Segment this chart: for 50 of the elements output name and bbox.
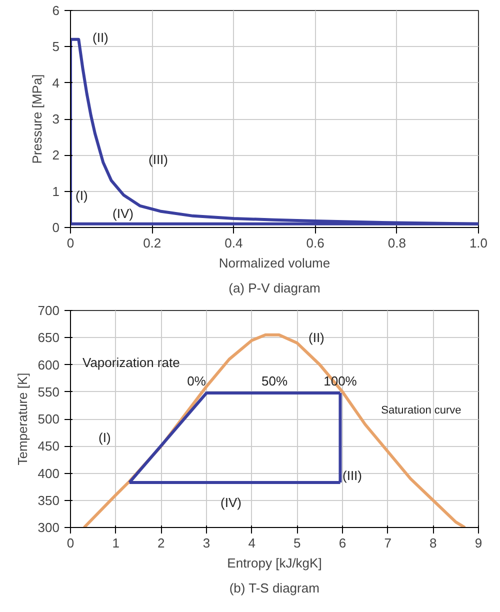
x-tick-label: 0 (66, 236, 74, 250)
annotation: (III) (342, 468, 362, 483)
y-axis-title: Temperature [K] (14, 372, 30, 466)
x-tick-label: 2 (158, 536, 165, 550)
x-tick-label: 0.2 (143, 236, 162, 250)
y-tick-label: 600 (38, 357, 60, 372)
annotation: 50% (261, 373, 288, 388)
x-tick-label: 5 (294, 536, 301, 550)
annotation: (I) (98, 430, 111, 445)
x-tick-label: 7 (384, 536, 392, 550)
x-tick-label: 8 (430, 536, 437, 550)
x-tick-label: 3 (202, 536, 210, 550)
y-tick-label: 6 (52, 3, 60, 18)
y-tick-label: 350 (38, 492, 60, 508)
x-tick-label: 9 (474, 536, 482, 550)
y-tick-label: 5 (52, 39, 60, 54)
x-tick-label: 0.4 (224, 236, 243, 250)
y-tick-label: 300 (38, 520, 60, 535)
x-tick-label: 0 (66, 536, 74, 550)
x-tick-label: 1.0 (469, 236, 488, 250)
annotation: (IV) (112, 206, 134, 221)
annotation: (III) (148, 152, 168, 167)
x-tick-label: 1 (112, 536, 120, 550)
annotation: (I) (76, 188, 88, 203)
annotation: (IV) (220, 495, 242, 510)
annotation: (II) (92, 30, 108, 45)
annotation: 0% (187, 373, 206, 388)
y-axis-title: Pressure [MPa] (29, 74, 44, 164)
y-tick-label: 4 (52, 75, 60, 90)
x-tick-label: 6 (338, 536, 346, 550)
y-tick-label: 0 (52, 220, 60, 235)
y-tick-label: 500 (38, 412, 60, 426)
x-axis-title: Entropy [kJ/kgK] (227, 556, 322, 570)
annotation: (II) (308, 330, 324, 345)
y-tick-label: 400 (38, 466, 60, 481)
text: (a) P-V diagram (228, 280, 320, 296)
y-tick-label: 2 (52, 148, 60, 163)
y-tick-label: 1 (52, 184, 60, 199)
x-tick-label: 4 (248, 536, 256, 550)
y-tick-label: 700 (38, 303, 60, 318)
y-tick-label: 650 (38, 330, 60, 346)
x-tick-label: 0.8 (388, 236, 406, 250)
y-tick-label: 550 (38, 384, 60, 400)
y-tick-label: 3 (52, 112, 60, 126)
annotation: Vaporization rate (82, 355, 180, 370)
text: (b) T-S diagram (229, 580, 320, 596)
x-tick-label: 0.6 (306, 236, 324, 250)
y-tick-label: 450 (38, 438, 60, 454)
x-axis-title: Normalized volume (218, 256, 330, 270)
annotation: Saturation curve (381, 404, 462, 416)
